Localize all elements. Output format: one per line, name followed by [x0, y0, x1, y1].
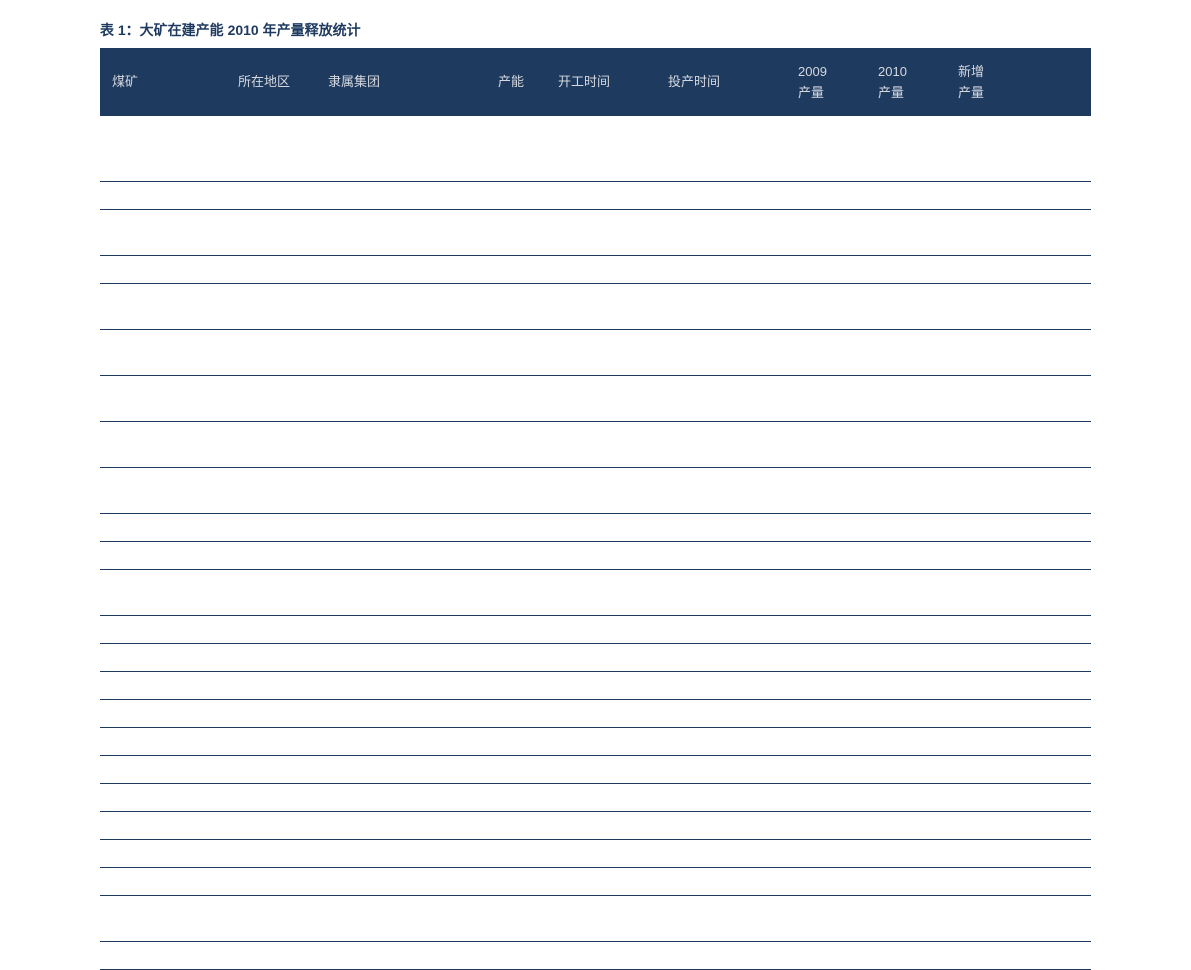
- table-row: [100, 616, 1091, 644]
- header-capacity: 产能: [490, 68, 550, 97]
- header-production-time: 投产时间: [660, 68, 790, 97]
- table-row: [100, 210, 1091, 256]
- table-row: [100, 284, 1091, 330]
- table-row: [100, 868, 1091, 896]
- table-row: [100, 422, 1091, 468]
- table-row: [100, 756, 1091, 784]
- table-row: [100, 644, 1091, 672]
- table-title: 表 1：大矿在建产能 2010 年产量释放统计: [100, 20, 1091, 40]
- table-container: 煤矿 所在地区 隶属集团 产能 开工时间 投产时间 2009 产量 2010 产…: [100, 48, 1091, 970]
- header-2010-line2: 产量: [878, 83, 942, 104]
- header-2010-line1: 2010: [878, 62, 942, 83]
- table-row: [100, 514, 1091, 542]
- table-row: [100, 784, 1091, 812]
- table-row: [100, 182, 1091, 210]
- header-new-line2: 产量: [958, 83, 1022, 104]
- table-row: [100, 728, 1091, 756]
- table-row: [100, 840, 1091, 868]
- table-row: [100, 672, 1091, 700]
- table-row: [100, 330, 1091, 376]
- header-mine: 煤矿: [100, 68, 230, 97]
- table-row: [100, 376, 1091, 422]
- header-start-time: 开工时间: [550, 68, 660, 97]
- table-row: [100, 256, 1091, 284]
- table-row: [100, 812, 1091, 840]
- header-new-line1: 新增: [958, 62, 1022, 83]
- header-group: 隶属集团: [320, 68, 490, 97]
- header-new-output: 新增 产量: [950, 58, 1030, 108]
- table-row: [100, 136, 1091, 182]
- table-header-row: 煤矿 所在地区 隶属集团 产能 开工时间 投产时间 2009 产量 2010 产…: [100, 50, 1091, 116]
- header-2009-line2: 产量: [798, 83, 862, 104]
- table-row: [100, 942, 1091, 970]
- table-row: [100, 542, 1091, 570]
- data-rows-container: [100, 116, 1091, 970]
- table-row: [100, 700, 1091, 728]
- header-2009-output: 2009 产量: [790, 58, 870, 108]
- table-row: [100, 896, 1091, 942]
- header-region: 所在地区: [230, 68, 320, 97]
- table-row: [100, 570, 1091, 616]
- header-2009-line1: 2009: [798, 62, 862, 83]
- table-row: [100, 468, 1091, 514]
- header-2010-output: 2010 产量: [870, 58, 950, 108]
